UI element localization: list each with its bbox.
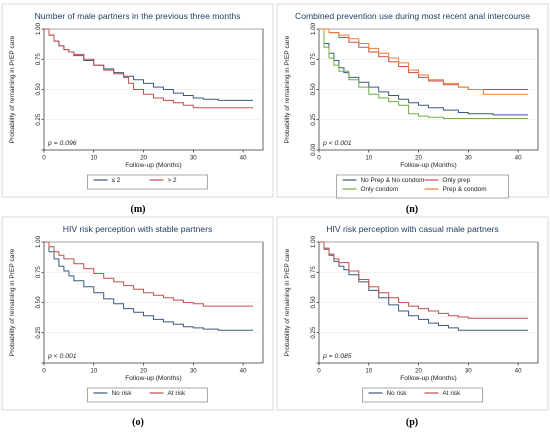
x-tick-label: 30 — [465, 155, 472, 162]
legend-box — [336, 174, 509, 199]
y-tick-label: 0.75 — [310, 53, 317, 66]
x-tick-label: 0 — [42, 368, 46, 375]
p-value-annotation: p < 0.001 — [322, 140, 352, 147]
legend-label: Prep & condom — [443, 186, 487, 193]
y-tick-label: 0.75 — [310, 266, 317, 279]
chart-panel-p: HIV risk perception with casual male par… — [276, 216, 549, 428]
y-axis-label: Probability of remaining in PrEP care — [284, 35, 291, 143]
legend-label: No risk — [387, 390, 408, 397]
x-tick-label: 30 — [190, 368, 197, 375]
x-tick-label: 0 — [317, 368, 321, 375]
y-tick-label: 0.00 — [310, 143, 317, 156]
y-axis-label: Probability of remaining in PrEP care — [9, 248, 16, 356]
y-tick-label: 0.25 — [310, 326, 317, 339]
x-tick-label: 20 — [415, 155, 422, 162]
y-tick-label: 0.75 — [35, 266, 42, 279]
survival-curve-series-1 — [319, 28, 528, 116]
y-tick-label: 1.00 — [35, 22, 42, 35]
y-tick-label: 0.50 — [310, 83, 317, 96]
x-tick-label: 10 — [365, 368, 372, 375]
chart-title: HIV risk perception with stable partners — [63, 224, 213, 234]
chart-panel-m: Number of male partners in the previous … — [1, 3, 274, 215]
x-axis-label: Follow-up (Months) — [125, 375, 181, 382]
x-tick-label: 0 — [317, 155, 321, 162]
legend-label: Only prep — [443, 177, 471, 184]
x-tick-label: 40 — [240, 155, 247, 162]
legend-label: At risk — [168, 390, 187, 397]
chart-panel-o: HIV risk perception with stable partners… — [1, 216, 274, 428]
x-tick-label: 20 — [140, 368, 147, 375]
survival-curve-series-2 — [319, 241, 528, 319]
x-tick-label: 40 — [240, 368, 247, 375]
y-tick-label: 0.75 — [35, 53, 42, 66]
survival-curve-series-1 — [44, 241, 253, 331]
legend-box — [87, 174, 208, 190]
p-value-annotation: p = 0.085 — [322, 353, 352, 360]
x-tick-label: 0 — [42, 155, 46, 162]
y-tick-label: 0.25 — [35, 113, 42, 126]
x-axis-label: Follow-up (Months) — [125, 162, 181, 169]
survival-curve-series-2 — [44, 28, 253, 109]
y-axis-label: Probability of remaining in PrEP care — [9, 35, 16, 143]
y-axis-label: Probability of remaining in PrEP care — [284, 248, 291, 356]
panel-caption: (m) — [131, 204, 146, 215]
x-tick-label: 40 — [515, 155, 522, 162]
panel-caption: (n) — [406, 204, 418, 215]
x-axis-label: Follow-up (Months) — [400, 375, 456, 382]
x-axis-label: Follow-up (Months) — [400, 162, 456, 169]
legend-box — [87, 387, 208, 403]
x-tick-label: 40 — [515, 368, 522, 375]
y-tick-label: 0.25 — [35, 326, 42, 339]
survival-curve-series-2 — [44, 241, 253, 307]
y-tick-label: 1.00 — [35, 235, 42, 248]
chart-title: Number of male partners in the previous … — [35, 11, 241, 21]
y-tick-label: 0.50 — [35, 83, 42, 96]
x-tick-label: 10 — [365, 155, 372, 162]
y-tick-label: 1.00 — [310, 235, 317, 248]
legend-label: No Prep & No condom — [361, 177, 425, 184]
x-tick-label: 30 — [465, 368, 472, 375]
y-tick-label: 0.50 — [310, 296, 317, 309]
x-tick-label: 10 — [90, 368, 97, 375]
legend-label: Only condom — [361, 186, 399, 193]
y-tick-label: 0.50 — [35, 296, 42, 309]
p-value-annotation: p = 0.096 — [47, 140, 77, 147]
survival-curve-series-4 — [319, 28, 528, 95]
x-tick-label: 20 — [415, 368, 422, 375]
survival-curve-series-3 — [319, 28, 528, 119]
chart-panel-n: Combined prevention use during most rece… — [276, 3, 549, 215]
x-tick-label: 20 — [140, 155, 147, 162]
legend-label: No risk — [112, 390, 133, 397]
x-tick-label: 10 — [90, 155, 97, 162]
legend-box — [362, 387, 483, 403]
y-tick-label: 1.00 — [310, 22, 317, 35]
y-tick-label: 0.25 — [310, 113, 317, 126]
chart-title: HIV risk perception with casual male par… — [326, 224, 498, 234]
chart-title: Combined prevention use during most rece… — [295, 11, 530, 21]
legend-label: > 2 — [168, 177, 178, 184]
legend-label: ≤ 2 — [112, 177, 121, 184]
survival-curve-series-1 — [319, 241, 528, 331]
x-tick-label: 30 — [190, 155, 197, 162]
panel-caption: (o) — [132, 417, 144, 428]
panel-caption: (p) — [406, 417, 418, 428]
p-value-annotation: p < 0.001 — [47, 353, 77, 360]
legend-label: At risk — [443, 390, 462, 397]
